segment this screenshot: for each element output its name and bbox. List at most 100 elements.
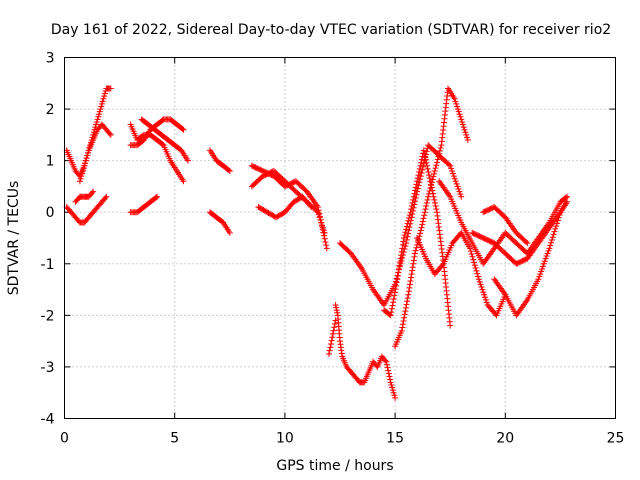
data-point	[542, 255, 549, 262]
data-point	[333, 304, 340, 311]
x-tick-label: 25	[607, 431, 625, 447]
data-point	[275, 212, 282, 219]
data-point	[84, 152, 91, 159]
data-point	[427, 185, 434, 192]
data-point	[428, 179, 435, 186]
data-point	[410, 260, 417, 267]
data-point	[535, 276, 542, 283]
data-point	[417, 230, 424, 237]
data-point	[331, 324, 338, 331]
data-point	[449, 170, 456, 177]
plot-frame	[64, 57, 616, 419]
data-point	[316, 214, 323, 221]
data-point	[544, 250, 551, 257]
data-point	[278, 211, 285, 218]
data-point	[451, 95, 458, 102]
data-point	[320, 227, 327, 234]
data-point	[451, 175, 458, 182]
data-point	[404, 298, 411, 305]
data-point	[476, 278, 483, 285]
data-point	[322, 238, 329, 245]
data-point	[409, 199, 416, 206]
y-tick-label: 2	[46, 102, 55, 118]
data-point	[430, 173, 437, 180]
data-point	[98, 103, 105, 110]
data-point	[555, 214, 562, 221]
data-point	[388, 309, 395, 316]
data-point	[382, 357, 389, 364]
data-point	[539, 265, 546, 272]
data-point	[314, 209, 321, 216]
data-point	[456, 111, 463, 118]
data-point	[400, 238, 407, 245]
data-point	[319, 222, 326, 229]
data-point	[106, 130, 113, 137]
data-point	[334, 309, 341, 316]
y-tick-label: 3	[46, 51, 55, 67]
data-point	[431, 199, 438, 206]
data-point	[445, 161, 452, 168]
data-point	[332, 317, 339, 324]
data-point	[100, 95, 107, 102]
data-point	[423, 203, 430, 210]
data-point	[428, 182, 435, 189]
data-point	[398, 248, 405, 255]
data-point	[95, 113, 102, 120]
data-point	[459, 121, 466, 128]
data-point	[85, 149, 92, 156]
data-point	[421, 209, 428, 216]
data-point	[454, 106, 461, 113]
data-point	[225, 167, 232, 174]
data-point	[411, 253, 418, 260]
data-point	[321, 232, 328, 239]
data-point	[159, 141, 166, 148]
data-point	[474, 270, 481, 277]
data-point	[455, 186, 462, 193]
data-point	[414, 175, 421, 182]
data-point	[464, 134, 471, 141]
data-point	[179, 125, 186, 132]
data-point	[420, 215, 427, 222]
data-point	[313, 208, 320, 215]
data-point	[99, 98, 106, 105]
data-point	[392, 394, 399, 401]
data-point	[449, 167, 456, 174]
data-point	[103, 193, 110, 200]
data-point	[279, 210, 286, 217]
data-point	[437, 145, 444, 152]
data-point	[540, 260, 547, 267]
data-point	[479, 286, 486, 293]
data-point	[399, 324, 406, 331]
data-point	[423, 159, 430, 166]
data-point	[421, 150, 428, 157]
data-point	[317, 216, 324, 223]
data-point	[410, 193, 417, 200]
data-point	[323, 245, 330, 252]
data-point	[400, 235, 407, 241]
data-point	[291, 198, 298, 205]
data-point	[387, 379, 394, 386]
data-point	[422, 206, 429, 213]
data-point	[406, 214, 413, 221]
data-point	[480, 289, 487, 296]
data-point	[78, 173, 85, 180]
data-point	[263, 208, 270, 215]
data-point	[467, 245, 474, 252]
data-point	[391, 289, 398, 296]
data-point	[398, 327, 405, 334]
data-point	[390, 389, 397, 396]
data-point	[416, 168, 423, 175]
y-tick-label: 0	[46, 205, 55, 221]
data-point	[413, 181, 420, 188]
data-point	[457, 113, 464, 120]
data-point	[327, 340, 334, 347]
data-point	[397, 259, 404, 266]
data-point	[455, 108, 462, 115]
data-point	[268, 211, 275, 218]
data-point	[426, 175, 433, 182]
data-point	[454, 103, 461, 110]
data-point	[79, 167, 86, 174]
data-point	[101, 90, 108, 97]
data-point	[403, 223, 410, 230]
